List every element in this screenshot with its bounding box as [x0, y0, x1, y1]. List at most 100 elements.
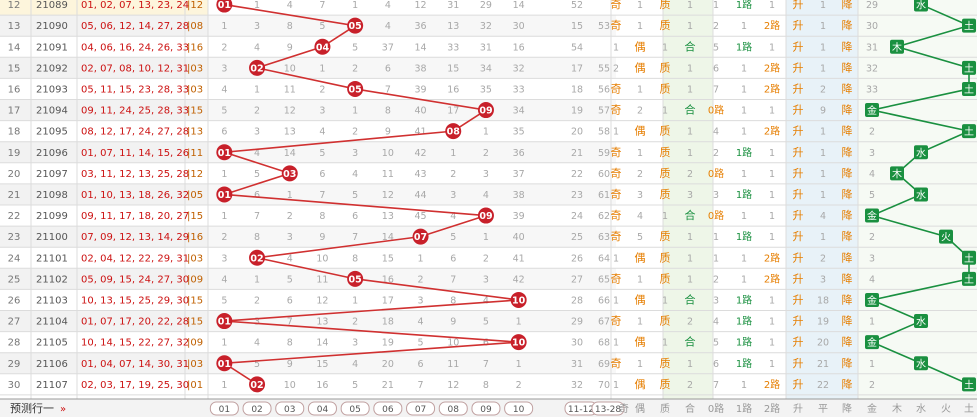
- predict-attr-label[interactable]: 平: [818, 404, 828, 415]
- miss-value: 4: [254, 42, 260, 53]
- predict-ball-outline: [242, 401, 272, 416]
- sum-value: |03: [187, 84, 203, 95]
- miss-value: 21: [382, 380, 394, 391]
- miss-value: 38: [513, 190, 525, 201]
- prime-miss: 1: [687, 359, 693, 370]
- direction-value: 降: [842, 39, 853, 53]
- issue-number: 21092: [36, 63, 68, 74]
- predict-attr-label[interactable]: 1路: [736, 402, 752, 415]
- prime-miss: 1: [662, 295, 668, 306]
- miss-value: 62: [598, 211, 610, 222]
- direction-value: 降: [842, 103, 853, 117]
- predict-attr-label[interactable]: 木: [892, 403, 902, 415]
- row-index: 20: [8, 169, 21, 180]
- odd-even-miss: 2: [637, 169, 643, 180]
- road-miss: 1: [713, 253, 719, 264]
- predict-attr-label[interactable]: 偶: [635, 402, 645, 415]
- predict-ball-button[interactable]: 13-28: [591, 401, 625, 416]
- predict-ball-button[interactable]: 09: [471, 401, 501, 416]
- predict-attr-label[interactable]: 土: [964, 402, 974, 415]
- predict-ball-button[interactable]: 10: [504, 401, 534, 416]
- sum-value: |03: [187, 253, 203, 264]
- road-value: 2路: [764, 251, 780, 264]
- predict-attr-label[interactable]: 火: [941, 403, 951, 415]
- direction-value: 降: [842, 377, 853, 391]
- miss-value: 1: [418, 253, 424, 264]
- road-value: 2路: [764, 125, 780, 138]
- element-box: [914, 187, 928, 202]
- miss-value: 13: [382, 211, 394, 222]
- predict-attr-label[interactable]: 0路: [708, 402, 724, 415]
- predict-attr-label[interactable]: 降: [842, 402, 852, 415]
- miss-value: 8: [287, 338, 293, 349]
- table-row: 24 21101 02, 04, 12, 22, 29, 31|03 3 4 10 8 15 1…: [8, 250, 853, 264]
- miss-value: 2: [418, 274, 424, 285]
- predict-attr-label[interactable]: 2路: [764, 402, 780, 415]
- element-miss: 1: [869, 317, 875, 328]
- element-label: 水: [916, 189, 926, 201]
- road-miss: 1: [741, 169, 747, 180]
- miss-value: 26: [571, 253, 583, 264]
- number-ball: 04: [314, 38, 331, 55]
- predict-attr-label[interactable]: 奇: [619, 402, 629, 415]
- miss-value: 32: [571, 380, 583, 391]
- predict-ball-button[interactable]: 05: [340, 401, 370, 416]
- predict-attr-label[interactable]: 水: [916, 403, 926, 415]
- miss-value: 14: [316, 338, 328, 349]
- updown-miss: 21: [817, 359, 829, 370]
- predict-attr-label[interactable]: 升: [793, 403, 803, 415]
- prime-composite: 合: [685, 208, 696, 222]
- miss-value: 5: [319, 148, 325, 159]
- predict-ball-button[interactable]: 01: [209, 401, 239, 416]
- updown-value: 升: [793, 0, 804, 11]
- road-miss: 1: [769, 148, 775, 159]
- predict-attr-label[interactable]: 质: [660, 403, 670, 415]
- element-badge: 土: [962, 377, 976, 392]
- predict-ball-label: 01: [219, 405, 230, 415]
- updown-miss: 1: [820, 127, 826, 138]
- prime-miss: 1: [687, 274, 693, 285]
- ball-circle: [216, 313, 233, 330]
- predict-ball-button[interactable]: 08: [438, 401, 468, 416]
- miss-value: 11: [447, 359, 459, 370]
- miss-value: 27: [571, 274, 583, 285]
- miss-value: 67: [598, 317, 610, 328]
- draw-numbers: 05, 09, 15, 24, 27, 30: [81, 274, 189, 285]
- predict-ball-button[interactable]: 02: [242, 401, 272, 416]
- table-row: 19 21096 01, 07, 11, 14, 15, 26|11 4 14 5 3 10 4…: [8, 145, 853, 159]
- direction-value: 降: [842, 124, 853, 138]
- element-badge: 土: [962, 81, 976, 96]
- number-ball: 09: [477, 102, 494, 119]
- road-value: 2路: [764, 82, 780, 95]
- predict-ball-button[interactable]: 06: [373, 401, 403, 416]
- sum-value: |15: [187, 317, 203, 328]
- predict-ball-button[interactable]: 07: [406, 401, 436, 416]
- miss-value: 4: [450, 211, 456, 222]
- element-box: [962, 81, 976, 96]
- prime-composite: 质: [660, 357, 671, 370]
- row-bg: [0, 78, 208, 100]
- miss-value: 14: [513, 0, 525, 11]
- element-column: 29 水30 土31 木32 土33 土金2 土3 水4 木5 水金2 火3 土4 土金1 水金1 水2 土: [865, 0, 976, 392]
- predict-attr-label[interactable]: 金: [867, 402, 877, 415]
- row-index: 16: [8, 84, 21, 95]
- predict-ball-label: 04: [317, 405, 329, 415]
- prime-miss: 1: [687, 84, 693, 95]
- prime-miss: 1: [687, 232, 693, 243]
- ball-label: 01: [218, 317, 231, 328]
- prime-composite: 质: [660, 82, 671, 95]
- predict-label[interactable]: 预测行一: [10, 402, 54, 415]
- miss-value: 66: [598, 295, 610, 306]
- miss-value: 11: [382, 169, 394, 180]
- miss-value: 15: [316, 359, 328, 370]
- predict-ball-button[interactable]: 11-12: [564, 401, 598, 416]
- miss-value: 54: [571, 42, 583, 53]
- miss-value: 70: [598, 380, 610, 391]
- miss-value: 12: [415, 0, 427, 11]
- predict-ball-button[interactable]: 04: [307, 401, 337, 416]
- row-bg: [0, 0, 208, 16]
- odd-even-miss: 1: [637, 21, 643, 32]
- element-box: [865, 208, 879, 223]
- predict-attr-label[interactable]: 合: [685, 402, 695, 415]
- predict-ball-button[interactable]: 03: [275, 401, 305, 416]
